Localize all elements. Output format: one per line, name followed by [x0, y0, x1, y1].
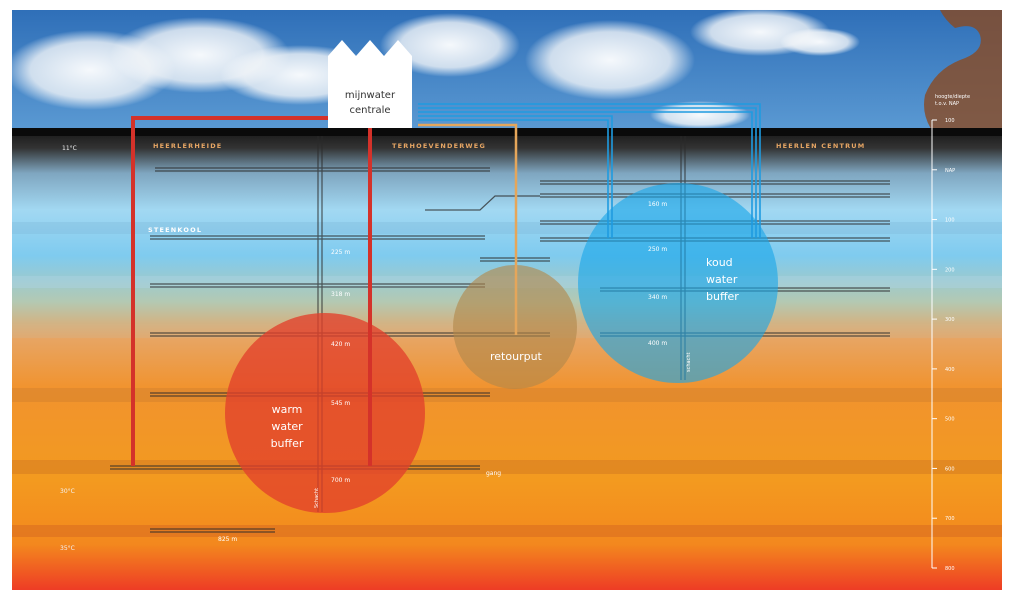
axis-tick-label: 500 — [945, 417, 955, 423]
depth-label-545: 545 m — [331, 400, 350, 407]
temperature-surface: 11°C — [62, 145, 77, 152]
cold-buffer-label-2: water — [706, 273, 738, 286]
warm-buffer-label-2: water — [271, 420, 303, 433]
shaft-label-centrum: schacht — [686, 352, 692, 372]
shaft-label-heerlerheide: Schacht — [314, 488, 320, 508]
depth-label-700: 700 m — [331, 477, 350, 484]
axis-caption-2: t.o.v. NAP — [935, 101, 959, 107]
depth-label-250: 250 m — [648, 246, 667, 253]
station-label-line1: mijnwater — [345, 90, 396, 101]
axis-tick-label: 400 — [945, 367, 955, 373]
warm-pipe — [131, 116, 372, 466]
return-well-label: retourput — [490, 350, 543, 363]
depth-label-318: 318 m — [331, 291, 350, 298]
axis-tick-label: 600 — [945, 466, 955, 472]
axis-tick-label: NAP — [945, 168, 955, 174]
axis-tick-label: 100 — [945, 118, 955, 124]
mine-water-station — [328, 40, 412, 128]
ground-surface — [12, 128, 1002, 136]
neighbourhood-terhoevenderweg: TERHOEVENDERWEG — [392, 142, 486, 150]
cold-pipes — [418, 103, 761, 238]
neighbourhood-heerlerheide: HEERLERHEIDE — [153, 142, 222, 150]
coal-layer-label: STEENKOOL — [148, 226, 202, 234]
clouds — [5, 8, 860, 129]
swirl-decoration — [918, 10, 1002, 155]
depth-label-340: 340 m — [648, 294, 667, 301]
warm-buffer-label-3: buffer — [271, 437, 304, 450]
return-pipe — [418, 123, 518, 335]
temperature-deep: 35°C — [60, 545, 75, 552]
axis-tick-label: 100 — [945, 218, 955, 224]
axis-tick-label: 800 — [945, 566, 955, 572]
warm-water-buffer — [225, 313, 425, 513]
station-label-line2: centrale — [349, 105, 390, 116]
warm-buffer-label-1: warm — [272, 403, 303, 416]
axis-ticks: 100 NAP 100 200 300 400 500 600 700 800 — [932, 118, 955, 572]
depth-label-160: 160 m — [648, 201, 667, 208]
depth-label-400: 400 m — [648, 340, 667, 347]
cold-buffer-label-3: buffer — [706, 290, 739, 303]
temperature-mid: 30°C — [60, 488, 75, 495]
depth-label-225: 225 m — [331, 249, 350, 256]
depth-axis: hoogte/diepte t.o.v. NAP 100 NAP 100 200 300… — [931, 94, 970, 572]
cold-buffer-label-1: koud — [706, 256, 733, 269]
gang-label: gang — [486, 470, 501, 477]
depth-label-420: 420 m — [331, 341, 350, 348]
axis-tick-label: 700 — [945, 516, 955, 522]
axis-tick-label: 200 — [945, 267, 955, 273]
neighbourhood-heerlen-centrum: HEERLEN CENTRUM — [776, 142, 865, 150]
depth-label-825: 825 m — [218, 536, 237, 543]
axis-tick-label: 300 — [945, 317, 955, 323]
cold-water-buffer — [578, 183, 778, 383]
axis-caption-1: hoogte/diepte — [935, 94, 970, 100]
